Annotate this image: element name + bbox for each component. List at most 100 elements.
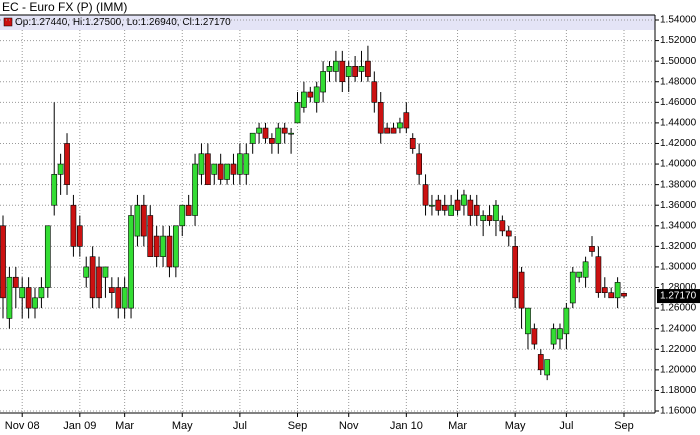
candle-body [153, 235, 160, 257]
x-tick-label: May [172, 420, 193, 432]
y-tick-label: 1.26000 [660, 303, 697, 314]
candle-body [224, 163, 230, 180]
x-tick-label: Jul [559, 420, 573, 432]
candle-body [390, 127, 397, 134]
candle-body [608, 292, 615, 299]
x-tick-label: Sep [614, 420, 634, 432]
y-tick-label: 1.36000 [660, 200, 697, 211]
y-tick-label: 1.34000 [660, 220, 697, 231]
y-tick-label: 1.42000 [660, 138, 697, 149]
y-tick-label: 1.50000 [660, 56, 697, 67]
x-tick-label: Nov 08 [5, 420, 40, 432]
candle-body [365, 60, 371, 77]
candle-body [288, 132, 294, 135]
candle-body [473, 204, 480, 216]
candle-body [38, 287, 45, 299]
legend-band [0, 15, 655, 30]
candle-body [320, 71, 326, 93]
candle-body [256, 127, 262, 134]
candle-body [19, 287, 26, 299]
x-tick-label: Jul [233, 420, 247, 432]
candle-body [467, 199, 474, 216]
candle-body [275, 127, 282, 144]
candle-body [147, 215, 154, 257]
candle-body [614, 282, 621, 299]
candle-body [422, 184, 429, 206]
x-tick-label: Sep [288, 420, 308, 432]
candle-body [102, 266, 109, 278]
candle-body [0, 225, 6, 299]
y-tick-label: 1.52000 [660, 35, 697, 46]
candle-body [140, 204, 147, 237]
candle-body [569, 271, 576, 304]
candle-body [96, 266, 102, 299]
candle-body [621, 292, 627, 297]
candle-body [397, 122, 403, 129]
candle-body [403, 112, 410, 129]
x-tick-label: Mar [115, 420, 134, 432]
x-tick-label: May [505, 420, 526, 432]
y-tick-label: 1.16000 [660, 406, 697, 417]
candle-body [134, 204, 141, 237]
candle-body [563, 307, 570, 335]
candle-body [493, 204, 499, 221]
candle-body [537, 354, 544, 371]
candle-body [550, 328, 557, 345]
y-tick-label: 1.22000 [660, 344, 697, 355]
candle-body [512, 246, 519, 299]
candle-body [44, 225, 51, 288]
candle-body [518, 271, 525, 309]
y-tick-label: 1.40000 [660, 159, 697, 170]
candle-body [25, 287, 32, 309]
candle-body [352, 66, 358, 77]
y-tick-label: 1.18000 [660, 385, 697, 396]
legend-text: Op:1.27440, Hi:1.27500, Lo:1.26940, Cl:1… [15, 17, 231, 28]
candle-body [108, 287, 115, 293]
y-tick-label: 1.48000 [660, 76, 697, 87]
candle-body [454, 199, 461, 211]
candle-body [307, 91, 314, 98]
candle-body [499, 220, 506, 232]
y-tick-label: 1.20000 [660, 364, 697, 375]
candle-body [576, 271, 583, 278]
candle-body [230, 163, 237, 175]
candle-body [243, 153, 250, 175]
candle-body [83, 266, 90, 278]
candle-body [217, 163, 224, 180]
legend-swatch [3, 17, 13, 27]
candle-body [192, 163, 198, 216]
y-tick-label: 1.54000 [660, 15, 697, 26]
candle-body [237, 153, 243, 175]
candle-body [76, 225, 83, 247]
candle-body [12, 276, 19, 288]
candle-body [205, 153, 211, 185]
candle-body [595, 256, 602, 293]
candle-body [525, 307, 531, 335]
candle-body [281, 127, 288, 134]
candle-body [384, 127, 390, 134]
candle-body [441, 204, 448, 211]
candle-body [70, 204, 77, 247]
candle-body [185, 204, 192, 216]
candle-body [557, 328, 563, 340]
chart-title: EC - Euro FX (P) (IMM) [2, 0, 127, 14]
x-tick-label: Nov [339, 420, 359, 432]
candle-body [115, 287, 122, 309]
candle-body [416, 153, 422, 175]
candle-body [313, 86, 320, 103]
candle-body [345, 66, 352, 77]
candle-body [371, 81, 378, 103]
candle-body [544, 359, 551, 376]
y-tick-label: 1.28000 [660, 282, 697, 293]
candle-body [64, 143, 70, 185]
candle-body [589, 246, 595, 252]
y-tick-label: 1.32000 [660, 241, 697, 252]
price-tag [657, 289, 700, 304]
y-tick-label: 1.38000 [660, 179, 697, 190]
candle-body [89, 256, 96, 299]
candle-body [211, 163, 218, 175]
candle-body [333, 60, 339, 72]
candle-body [409, 138, 416, 149]
x-tick-label: Jan 10 [390, 420, 423, 432]
